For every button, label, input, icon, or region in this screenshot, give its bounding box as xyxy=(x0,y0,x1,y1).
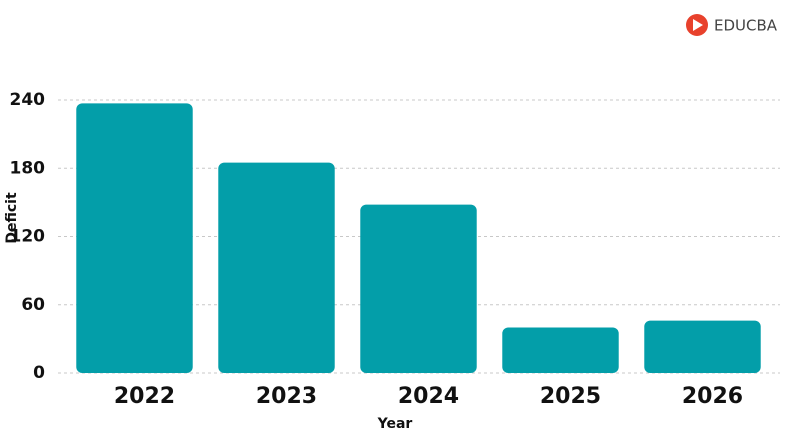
x-tick-label: 2024 xyxy=(398,384,459,409)
x-tick-label: 2023 xyxy=(256,384,317,409)
logo: EDUCBA xyxy=(686,14,778,36)
y-axis-title: Deficit xyxy=(4,192,20,244)
x-tick-label: 2022 xyxy=(114,384,175,409)
y-tick-label: 60 xyxy=(21,295,45,315)
bar xyxy=(502,327,619,373)
bar xyxy=(644,320,761,373)
bar xyxy=(76,103,193,373)
bar xyxy=(360,204,477,373)
y-tick-label: 240 xyxy=(10,90,46,110)
logo-icon-play xyxy=(693,19,703,31)
logo-text: EDUCBA xyxy=(714,17,778,35)
x-tick-label: 2026 xyxy=(682,384,743,409)
y-tick-label: 180 xyxy=(10,158,46,178)
y-tick-label: 0 xyxy=(33,363,45,383)
x-tick-label: 2025 xyxy=(540,384,601,409)
bar xyxy=(218,162,335,373)
y-tick-label: 120 xyxy=(10,227,46,247)
x-axis-title: Year xyxy=(377,416,413,432)
